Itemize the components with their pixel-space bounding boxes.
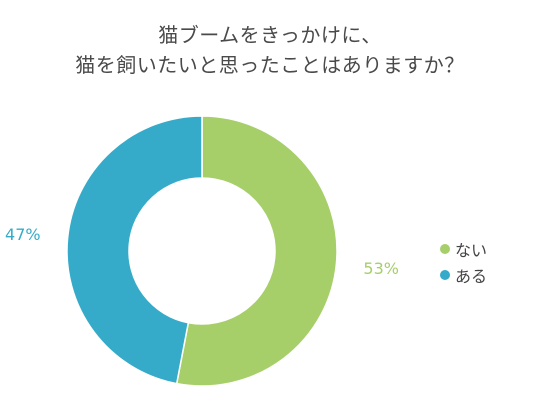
legend-item-aru[interactable]: ある xyxy=(440,262,487,288)
legend-swatch-nai xyxy=(440,244,450,254)
chart-title: 猫ブームをきっかけに、 猫を飼いたいと思ったことはありますか？ xyxy=(0,20,540,80)
donut-slice-nai[interactable] xyxy=(175,115,338,387)
legend-label-aru: ある xyxy=(455,267,488,286)
chart-title-line-1: 猫ブームをきっかけに、 xyxy=(158,23,382,47)
chart-legend: ない ある xyxy=(440,236,487,288)
legend-swatch-aru xyxy=(440,270,450,280)
chart-title-line-2: 猫を飼いたいと思ったことはありますか？ xyxy=(75,53,465,77)
data-label-aru: 47% xyxy=(5,225,41,244)
donut-slice-aru[interactable] xyxy=(66,115,203,385)
legend-item-nai[interactable]: ない xyxy=(440,236,487,262)
data-label-nai: 53% xyxy=(363,259,399,278)
legend-label-nai: ない xyxy=(455,241,488,260)
